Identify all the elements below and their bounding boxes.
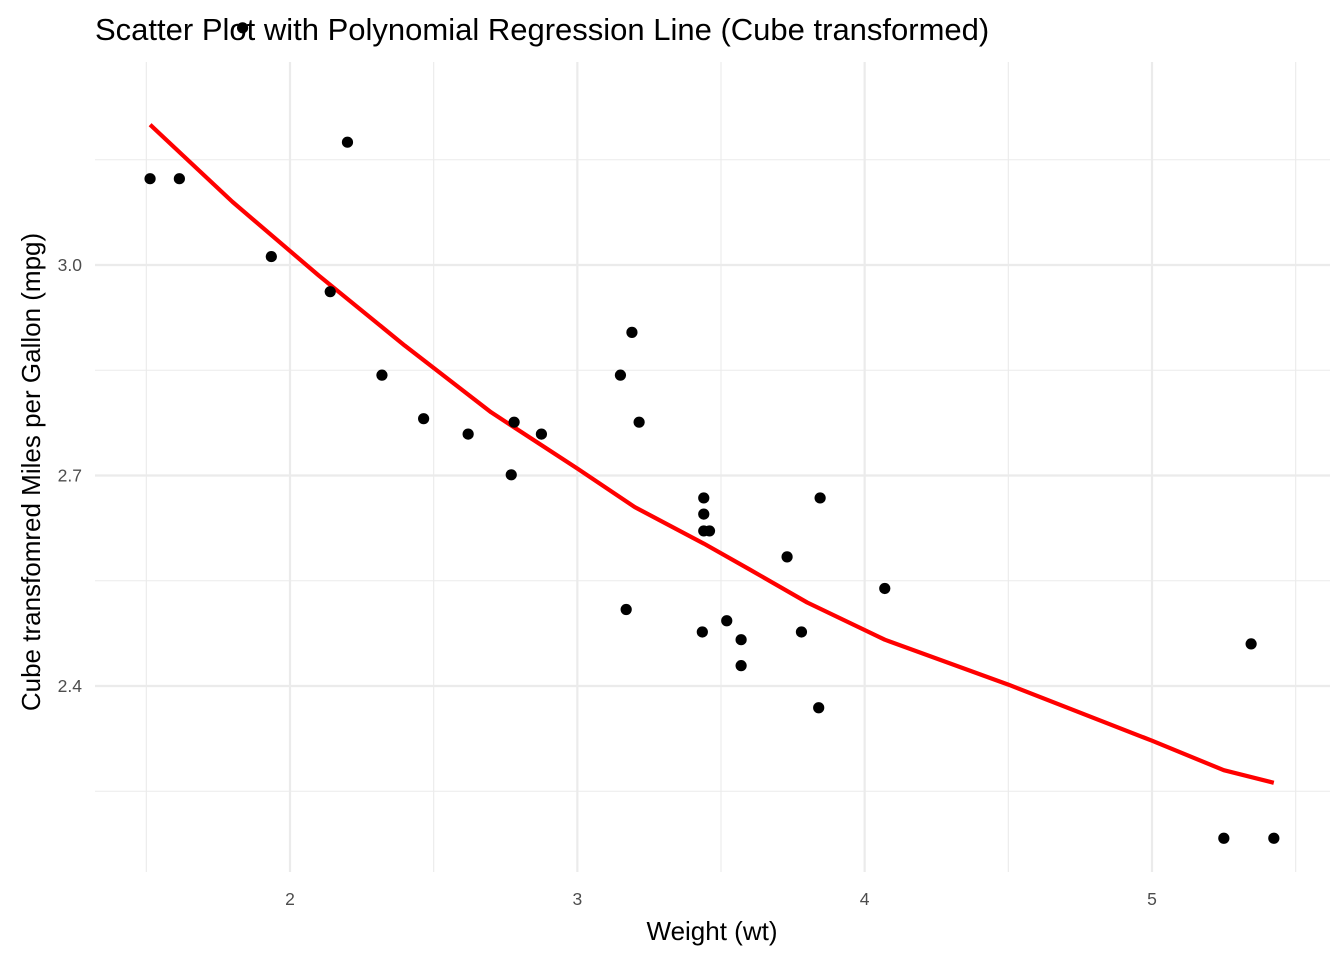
x-tick-label: 3 xyxy=(572,889,582,909)
data-point xyxy=(265,250,277,263)
data-point xyxy=(1245,638,1257,650)
y-tick-label: 2.7 xyxy=(58,466,82,486)
point-layer xyxy=(144,22,1280,844)
x-axis-title: Weight (wt) xyxy=(647,916,778,946)
data-point xyxy=(698,508,710,520)
x-tick-label: 5 xyxy=(1147,889,1157,909)
data-point xyxy=(781,551,793,563)
data-point xyxy=(535,428,548,440)
data-point xyxy=(418,413,430,425)
y-tick-label: 3.0 xyxy=(58,255,83,275)
data-point xyxy=(341,136,354,148)
x-tick-label: 4 xyxy=(860,889,870,909)
regression-line-layer xyxy=(148,123,1275,785)
y-tick-label: 2.4 xyxy=(58,676,83,696)
data-point xyxy=(814,492,826,504)
data-point xyxy=(173,173,185,185)
data-point xyxy=(236,22,249,34)
data-point xyxy=(633,416,645,428)
data-point xyxy=(813,702,825,714)
data-point xyxy=(508,416,520,428)
data-point xyxy=(696,626,708,638)
data-point xyxy=(626,326,638,338)
data-point xyxy=(795,626,808,638)
data-point xyxy=(376,369,388,381)
x-tick-label: 2 xyxy=(285,889,295,909)
data-point xyxy=(703,525,716,537)
data-point xyxy=(144,173,156,185)
data-point xyxy=(1218,832,1230,844)
data-point xyxy=(1268,832,1280,844)
data-point xyxy=(324,286,336,298)
y-axis-title: Cube transfomred Miles per Gallon (mpg) xyxy=(16,233,46,711)
chart-title: Scatter Plot with Polynomial Regression … xyxy=(95,12,989,47)
grid-layer xyxy=(95,62,1330,872)
data-point xyxy=(462,428,474,440)
data-point xyxy=(698,492,710,504)
data-point xyxy=(614,369,627,381)
data-point xyxy=(735,660,747,672)
data-point xyxy=(879,582,891,595)
data-point xyxy=(505,469,517,481)
y-tick-labels: 2.4 2.7 3.0 xyxy=(58,255,83,696)
regression-line xyxy=(148,123,1275,785)
data-point xyxy=(620,603,632,616)
x-tick-labels: 2 3 4 5 xyxy=(285,889,1157,909)
data-point xyxy=(721,615,733,627)
data-point xyxy=(735,634,747,646)
